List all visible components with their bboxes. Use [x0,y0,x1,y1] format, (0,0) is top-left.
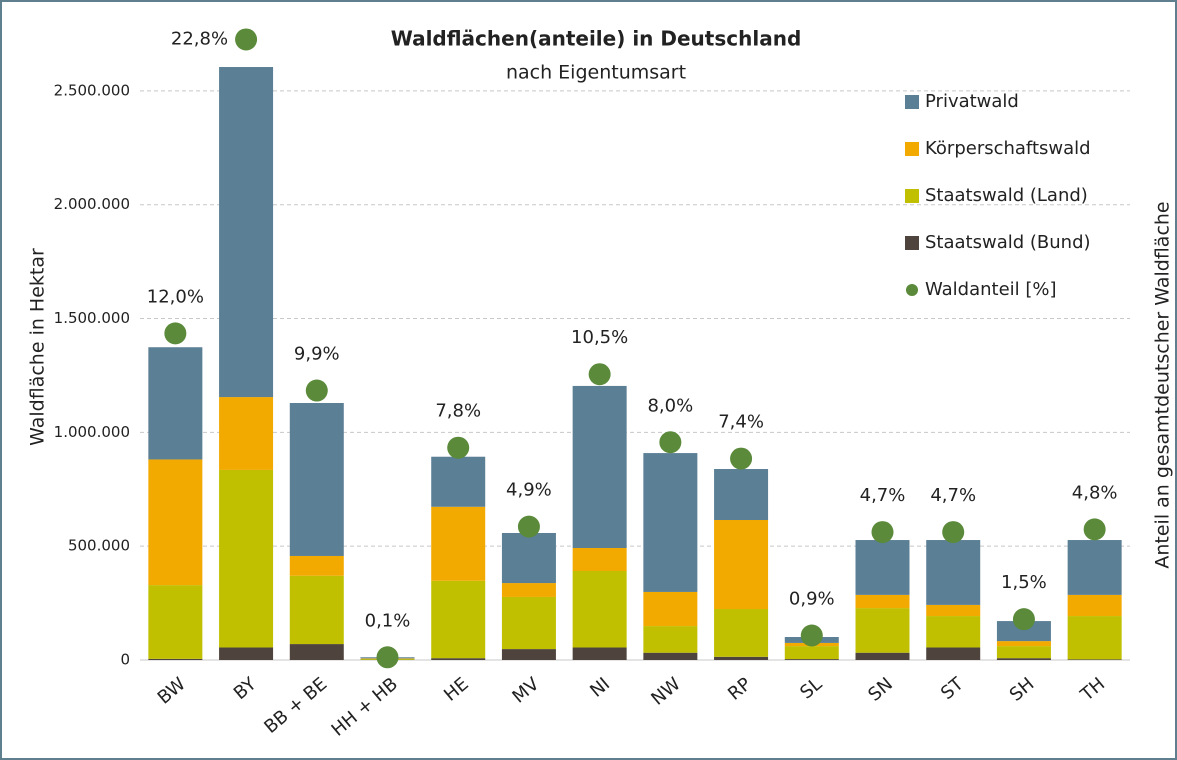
bar-segment [219,67,274,398]
bar-segment [926,540,981,605]
dot [1083,518,1106,541]
bar-segment [501,583,556,597]
chart-subtitle: nach Eigentumsart [506,62,686,84]
bar-segment [714,469,769,521]
bar-segment [926,616,981,648]
bar-segment [714,656,769,660]
bar-segment [148,459,203,586]
data-label: 4,8% [1072,482,1118,503]
dot [800,624,823,647]
y2-axis-label: Anteil an gesamtdeutscher Waldfläche [1152,201,1174,568]
bar-segment [1067,616,1122,660]
legend-label: Körperschaftswald [925,138,1091,159]
bar-segment [219,647,274,660]
data-label: 4,9% [506,480,552,501]
bar-segment [572,385,627,549]
legend-swatch [905,95,919,109]
dot [659,431,682,454]
bar-segment [996,621,1051,642]
bar-segment [996,646,1051,659]
bar-segment [501,532,556,584]
bar-segment [431,506,486,581]
bar-segment [572,647,627,660]
dot [942,521,965,544]
bar-segment [289,555,344,576]
bar-segment [1067,540,1122,595]
legend-label: Staatswald (Land) [925,185,1088,206]
dot [235,28,258,51]
bar-segment [643,626,698,653]
y-tick-label: 1.000.000 [54,423,130,441]
bar-segment [926,604,981,617]
dot [1012,608,1035,631]
data-label: 0,1% [365,610,411,631]
data-label: 7,4% [718,412,764,433]
bar-segment [643,453,698,592]
data-label: 4,7% [860,485,906,506]
bar-segment [926,647,981,660]
bar-segment [1067,659,1122,660]
legend-label: Privatwald [925,91,1019,112]
data-label: 10,5% [571,327,628,348]
bar-segment [784,659,839,660]
bar-segment [572,548,627,571]
bar-segment [784,646,839,660]
bar-segment [643,652,698,660]
bar-segment [431,580,486,659]
bar-segment [714,609,769,657]
data-label: 9,9% [294,344,340,365]
bar-segment [855,594,910,609]
legend-swatch [905,189,919,203]
bar-segment [714,520,769,610]
bar-segment [996,658,1051,660]
data-label: 0,9% [789,589,835,610]
y-axis-label: Waldfläche in Hektar [27,248,49,446]
bar-segment [501,596,556,650]
dot [376,646,399,669]
chart-title: Waldflächen(anteile) in Deutschland [391,27,802,51]
bar-segment [431,658,486,660]
bar-segment [431,456,486,507]
data-label: 4,7% [930,485,976,506]
bar-segment [501,649,556,660]
dot [517,515,540,538]
bar-segment [1067,594,1122,617]
y-tick-label: 0 [120,651,130,669]
dot [588,363,611,386]
bar-segment [289,402,344,556]
y-tick-label: 500.000 [68,537,130,555]
bar-segment [996,641,1051,647]
bar-segment [148,347,203,460]
bar-segment [219,469,274,648]
legend-label: Staatswald (Bund) [925,232,1091,253]
legend-swatch [905,236,919,250]
dot [730,447,753,470]
y-tick-label: 1.500.000 [54,309,130,327]
legend-swatch [905,142,919,156]
y-tick-label: 2.000.000 [54,195,130,213]
bar-segment [855,652,910,660]
bar-segment [643,591,698,627]
legend-swatch [906,284,918,296]
data-label: 1,5% [1001,572,1047,593]
bar-segment [572,570,627,648]
dot [305,379,328,402]
bar-segment [855,608,910,653]
bar-segment [219,397,274,470]
bar-segment [148,658,203,660]
dot [447,436,470,459]
legend-label: Waldanteil [%] [925,279,1057,300]
dot [871,521,894,544]
y-tick-label: 2.500.000 [54,81,130,99]
dot [164,322,187,345]
bar-segment [289,644,344,660]
bar-segment [855,540,910,595]
data-label: 12,0% [147,286,204,307]
bar-segment [289,575,344,645]
data-label: 22,8% [171,28,228,49]
data-label: 8,0% [647,395,693,416]
data-label: 7,8% [435,401,481,422]
bar-segment [148,585,203,659]
